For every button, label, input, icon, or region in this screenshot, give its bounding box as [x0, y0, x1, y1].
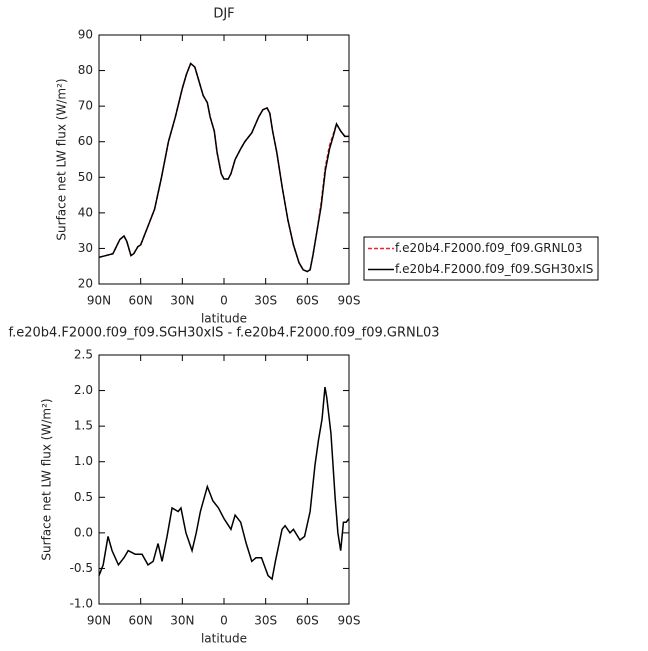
data-line — [98, 386, 350, 581]
x-tick-label: 30S — [254, 614, 277, 628]
x-tick-label: 90S — [338, 614, 361, 628]
x-tick-label: 60N — [129, 294, 153, 308]
legend-box — [363, 236, 599, 281]
y-tick-label: 30 — [78, 241, 93, 255]
x-tick-label: 30N — [170, 294, 194, 308]
y-tick-label: 0.0 — [74, 525, 93, 539]
x-tick-label: 90S — [338, 294, 361, 308]
x-tick-label: 0 — [220, 614, 228, 628]
y-tick-label: -0.5 — [70, 561, 93, 575]
y-tick-label: 70 — [78, 99, 93, 113]
y-axis-label: Surface net LW flux (W/m²) — [40, 398, 54, 560]
x-tick-label: 30S — [254, 294, 277, 308]
x-tick-label: 60S — [296, 614, 319, 628]
x-tick-label: 60N — [129, 614, 153, 628]
data-line — [98, 62, 349, 273]
x-tick-label: 90N — [87, 614, 111, 628]
y-tick-label: 2.0 — [74, 383, 93, 397]
x-tick-label: 0 — [220, 294, 228, 308]
y-tick-label: 50 — [78, 170, 93, 184]
y-axis-label: Surface net LW flux (W/m²) — [55, 78, 69, 240]
x-axis-label: latitude — [201, 632, 247, 646]
y-tick-label: 40 — [78, 205, 93, 219]
chart-title: DJF — [213, 7, 234, 22]
x-tick-label: 60S — [296, 294, 319, 308]
legend-label: f.e20b4.F2000.f09_f09.GRNL03 — [395, 241, 583, 255]
y-tick-label: 60 — [78, 134, 93, 148]
chart-title: f.e20b4.F2000.f09_f09.SGH30xIS - f.e20b4… — [8, 326, 439, 341]
y-tick-label: 1.5 — [74, 419, 93, 433]
y-tick-label: 20 — [78, 277, 93, 291]
plot-frame — [98, 354, 350, 605]
x-tick-label: 90N — [87, 294, 111, 308]
y-tick-label: 80 — [78, 63, 93, 77]
y-tick-label: -1.0 — [70, 597, 93, 611]
data-line — [98, 62, 349, 273]
y-tick-label: 1.0 — [74, 454, 93, 468]
y-tick-label: 0.5 — [74, 490, 93, 504]
x-tick-label: 30N — [170, 614, 194, 628]
x-axis-label: latitude — [201, 312, 247, 326]
legend-label: f.e20b4.F2000.f09_f09.SGH30xIS — [395, 262, 593, 276]
y-tick-label: 2.5 — [74, 348, 93, 362]
plot-frame — [98, 34, 350, 285]
y-tick-label: 90 — [78, 28, 93, 42]
